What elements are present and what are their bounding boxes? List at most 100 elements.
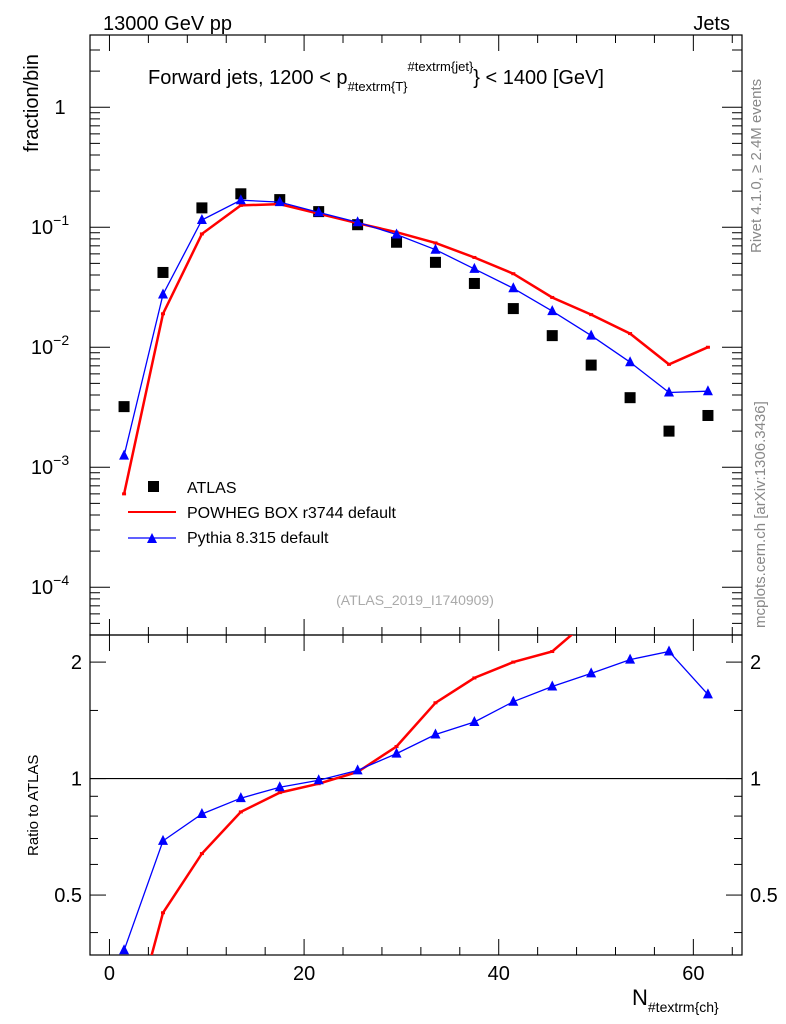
series-line-pythia bbox=[123, 199, 708, 456]
data-point-pythia bbox=[469, 262, 480, 273]
data-point-pythia bbox=[430, 243, 441, 254]
y-tick-label: 10−4 bbox=[31, 572, 69, 599]
ratio-point-pythia bbox=[625, 653, 636, 664]
analysis-label: (ATLAS_2019_I1740909) bbox=[336, 592, 494, 608]
data-point-atlas bbox=[235, 188, 247, 200]
x-label-subscript: #textrm{ch} bbox=[648, 999, 719, 1015]
legend-label-pythia: Pythia 8.315 default bbox=[187, 530, 329, 547]
ratio-ticks: 0.5 0.51 12 20 20 40 60 bbox=[54, 635, 778, 985]
energy-label: 13000 GeV pp bbox=[103, 13, 232, 35]
data-point-atlas bbox=[702, 409, 714, 421]
ratio-point-pythia bbox=[430, 728, 441, 739]
ratio-y-axis-label: Ratio to ATLAS bbox=[25, 755, 42, 856]
data-point-atlas bbox=[391, 236, 403, 248]
data-point-atlas bbox=[624, 392, 636, 404]
title-tail: } < 1400 [GeV] bbox=[473, 67, 604, 89]
ratio-point-pythia bbox=[352, 764, 363, 775]
data-point-pythia bbox=[157, 288, 168, 299]
data-point-pythia bbox=[702, 385, 713, 396]
x-tick-label: 60 bbox=[682, 963, 704, 985]
legend-marker-atlas bbox=[148, 481, 159, 492]
main-ticks: 110−110−210−310−4 bbox=[31, 34, 742, 636]
y-tick-exponent: −1 bbox=[53, 212, 69, 228]
data-point-atlas bbox=[118, 401, 130, 413]
data-point-pythia bbox=[274, 196, 285, 207]
ratio-point-pythia bbox=[196, 807, 207, 818]
x-tick-label: 40 bbox=[488, 963, 510, 985]
ratio-plot-frame bbox=[89, 634, 743, 956]
ratio-point-pythia bbox=[547, 680, 558, 691]
ratio-y-tick-label-left: 1 bbox=[71, 769, 82, 791]
ratio-y-tick-label-right: 2 bbox=[750, 652, 761, 674]
data-point-atlas bbox=[468, 277, 480, 289]
data-point-atlas bbox=[585, 359, 597, 371]
data-point-pythia bbox=[119, 449, 130, 460]
ratio-series bbox=[119, 635, 713, 955]
legend-label-atlas: ATLAS bbox=[187, 480, 237, 497]
data-point-atlas bbox=[663, 425, 675, 437]
data-point-pythia bbox=[391, 228, 402, 239]
data-point-atlas bbox=[546, 330, 558, 342]
data-point-pythia bbox=[196, 213, 207, 224]
ratio-point-pythia bbox=[664, 645, 675, 656]
x-axis-label: N#textrm{ch} bbox=[632, 985, 719, 1015]
legend-label-powheg: POWHEG BOX r3744 default bbox=[187, 505, 397, 522]
y-tick-label: 10−2 bbox=[31, 332, 69, 359]
ratio-point-pythia bbox=[235, 792, 246, 803]
ratio-point-pythia bbox=[157, 834, 168, 845]
y-tick-base: 10 bbox=[31, 457, 53, 479]
x-label-main: N bbox=[632, 985, 648, 1010]
x-tick-label: 20 bbox=[293, 963, 315, 985]
y-tick-base: 10 bbox=[31, 577, 53, 599]
main-series bbox=[118, 188, 714, 496]
rivet-label: Rivet 4.1.0, ≥ 2.4M events bbox=[748, 79, 765, 253]
data-point-pythia bbox=[664, 386, 675, 397]
y-tick-base: 10 bbox=[31, 337, 53, 359]
data-point-pythia bbox=[586, 329, 597, 340]
y-tick-exponent: −4 bbox=[53, 572, 69, 588]
y-tick-exponent: −3 bbox=[53, 452, 69, 468]
data-point-atlas bbox=[507, 303, 519, 315]
data-point-pythia bbox=[547, 305, 558, 316]
ratio-y-tick-label-left: 2 bbox=[71, 652, 82, 674]
ratio-point-pythia bbox=[702, 688, 713, 699]
data-point-pythia bbox=[235, 194, 246, 205]
ratio-point-pythia bbox=[469, 716, 480, 727]
data-point-pythia bbox=[352, 216, 363, 227]
ratio-y-tick-label-right: 1 bbox=[750, 769, 761, 791]
title-superscript: #textrm{jet} bbox=[408, 59, 474, 74]
data-point-atlas bbox=[429, 256, 441, 268]
ratio-y-tick-label-left: 0.5 bbox=[54, 885, 82, 907]
ratio-line-powheg bbox=[150, 635, 574, 955]
ratio-point-pythia bbox=[391, 747, 402, 758]
ratio-point-pythia bbox=[508, 695, 519, 706]
legend: ATLAS POWHEG BOX r3744 default Pythia 8.… bbox=[128, 480, 397, 547]
data-point-pythia bbox=[625, 356, 636, 367]
mcplots-label: mcplots.cern.ch [arXiv:1306.3436] bbox=[752, 401, 769, 628]
title-main: Forward jets, 1200 < p bbox=[148, 67, 348, 89]
y-tick-label: 10−1 bbox=[31, 212, 69, 239]
series-line-powheg bbox=[122, 202, 709, 495]
data-point-pythia bbox=[313, 206, 324, 217]
ratio-series-group bbox=[119, 635, 713, 955]
ratio-point-pythia bbox=[119, 944, 130, 955]
y-tick-base: 1 bbox=[54, 97, 65, 119]
main-title: Forward jets, 1200 < p#textrm{T} #textrm{… bbox=[148, 59, 604, 94]
legend-marker-pythia bbox=[147, 533, 157, 543]
y-tick-label: 10−3 bbox=[31, 452, 69, 479]
ratio-point-pythia bbox=[586, 667, 597, 678]
y-tick-label: 1 bbox=[54, 97, 65, 119]
ratio-point-pythia bbox=[313, 774, 324, 785]
title-subscript: #textrm{T} bbox=[348, 79, 409, 94]
y-tick-exponent: −2 bbox=[53, 332, 69, 348]
ratio-y-tick-label-right: 0.5 bbox=[750, 885, 778, 907]
data-point-atlas bbox=[196, 202, 208, 214]
data-point-pythia bbox=[508, 282, 519, 293]
y-tick-base: 10 bbox=[31, 217, 53, 239]
process-label: Jets bbox=[693, 13, 730, 35]
ratio-line-pythia bbox=[123, 650, 709, 951]
y-axis-label: fraction/bin bbox=[21, 54, 43, 152]
ratio-point-pythia bbox=[274, 781, 285, 792]
x-tick-label: 0 bbox=[104, 963, 115, 985]
